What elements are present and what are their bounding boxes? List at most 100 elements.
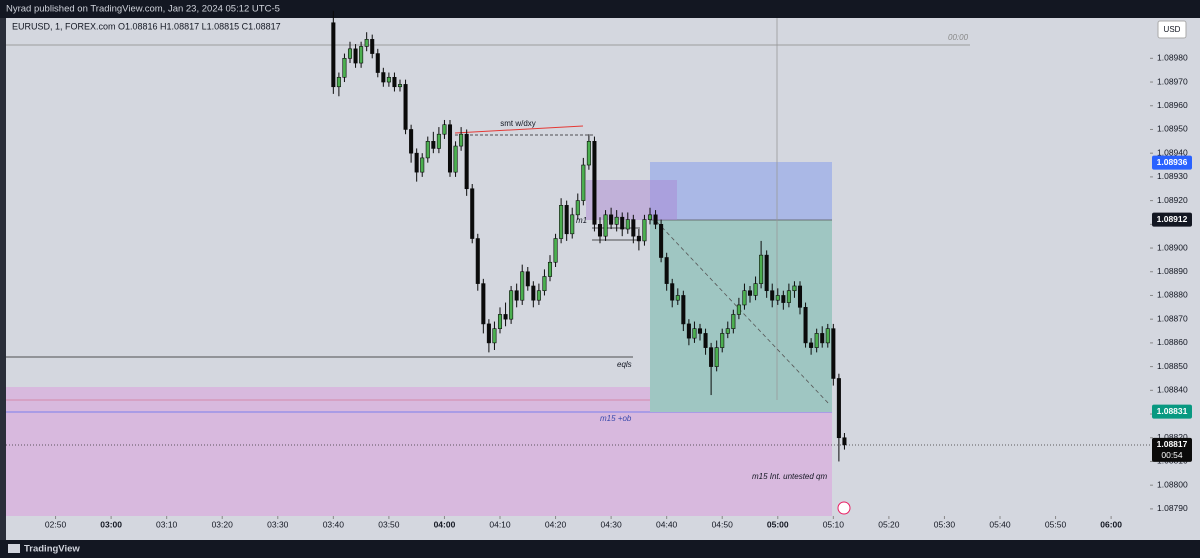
candle-body <box>753 283 758 296</box>
candle-body <box>375 53 380 73</box>
y-tick-label: 1.08800 <box>1157 479 1188 489</box>
candle-body <box>825 328 830 344</box>
candle-body <box>553 238 558 263</box>
candle-body <box>575 200 580 216</box>
annotation: 00:00 <box>948 33 969 42</box>
annotation: eqls <box>617 360 632 369</box>
y-tick-label: 1.08880 <box>1157 290 1188 300</box>
candle-body <box>414 152 419 173</box>
candle-body <box>664 257 669 284</box>
target-zone <box>650 162 832 220</box>
x-tick-label: 03:40 <box>323 519 345 529</box>
x-tick-label: 03:10 <box>156 519 178 529</box>
x-tick-label: 03:20 <box>212 519 234 529</box>
candle-body <box>792 285 797 292</box>
y-tick-label: 1.08920 <box>1157 195 1188 205</box>
candle-body <box>559 205 564 239</box>
candle-body <box>436 133 441 149</box>
annotation: m1 <box>576 216 587 225</box>
currency-box[interactable] <box>1157 20 1187 39</box>
candle-body <box>503 314 508 320</box>
footer-bar <box>0 540 1200 558</box>
candle-body <box>809 342 814 348</box>
candle-body <box>603 214 608 237</box>
x-tick-label: 05:30 <box>934 519 956 529</box>
price-tag-label: 1.08831 <box>1157 406 1188 416</box>
candle-body <box>536 290 541 301</box>
annotation: smt w/dxy <box>500 119 536 128</box>
y-tick-label: 1.08940 <box>1157 147 1188 157</box>
candle-body <box>675 295 680 301</box>
price-tag-label: 1.08912 <box>1157 214 1188 224</box>
candle-body <box>397 84 403 88</box>
candle-body <box>564 205 569 235</box>
logo <box>8 544 20 553</box>
candle-body <box>542 276 547 292</box>
candle-body <box>770 290 775 301</box>
candle-body <box>459 133 464 147</box>
candle-body <box>497 314 503 329</box>
candle-body <box>481 283 486 325</box>
candle-body <box>486 323 491 344</box>
candle-body <box>642 219 647 242</box>
candle-body <box>331 22 336 88</box>
candle-body <box>725 328 730 334</box>
candle-body <box>814 333 819 348</box>
candle-body <box>364 39 369 47</box>
y-tick-label: 1.08850 <box>1157 361 1188 371</box>
candle-body <box>631 219 636 237</box>
y-tick-label: 1.08870 <box>1157 313 1188 323</box>
candle-body <box>653 214 658 225</box>
legend: EURUSD, 1, FOREX.com O1.08816 H1.08817 L… <box>12 21 281 31</box>
x-tick-label: 04:00 <box>434 519 456 529</box>
candle-body <box>686 323 691 339</box>
y-tick-label: 1.08840 <box>1157 385 1188 395</box>
candle-body <box>464 133 469 190</box>
stop-zone <box>650 220 832 412</box>
candle-body <box>697 328 703 334</box>
y-tick-label: 1.08790 <box>1157 503 1188 513</box>
candle-body <box>659 224 664 258</box>
candle-body <box>592 141 597 225</box>
candle-body <box>647 214 653 220</box>
drawings: smt w/dxy m1 eqls m15 +ob m15 Int. untes… <box>6 18 1150 516</box>
x-tick-label: 03:00 <box>100 519 122 529</box>
x-tick-label: 05:20 <box>878 519 900 529</box>
candle-body <box>403 84 408 130</box>
header: Nyrad published on TradingView.com, Jan … <box>6 4 280 15</box>
candle-body <box>831 328 836 379</box>
annotation: m15 Int. untested qm <box>752 472 827 481</box>
candle-body <box>431 141 436 149</box>
y-tick-label: 1.08950 <box>1157 124 1188 134</box>
candle-body <box>492 328 497 344</box>
candle-body <box>781 295 786 303</box>
candle-body <box>803 307 808 344</box>
candle-body <box>625 219 630 230</box>
candle-body <box>370 39 375 54</box>
candle-body <box>547 261 553 277</box>
x-tick-label: 05:10 <box>823 519 845 529</box>
x-tick-label: 04:30 <box>600 519 622 529</box>
candle-body <box>353 48 358 64</box>
candle-body <box>609 214 614 225</box>
candle-body <box>470 188 475 239</box>
y-tick-label: 1.08970 <box>1157 76 1188 86</box>
annotation: m15 +ob <box>600 414 632 423</box>
y-tick-label: 1.08890 <box>1157 266 1188 276</box>
alert-icon[interactable] <box>837 501 851 515</box>
x-tick-label: 03:50 <box>378 519 400 529</box>
m1-zone <box>586 180 677 220</box>
candle-body <box>586 141 591 166</box>
y-tick-label: 1.08860 <box>1157 337 1188 347</box>
y-tick-label: 1.08900 <box>1157 242 1188 252</box>
candle-body <box>786 290 791 303</box>
candle-body <box>475 238 480 284</box>
candle-body <box>836 378 841 439</box>
candle-body <box>442 124 447 135</box>
candle-body <box>342 58 347 78</box>
x-tick-label: 04:10 <box>489 519 511 529</box>
candle-body <box>703 333 708 348</box>
candle-body <box>681 295 686 325</box>
